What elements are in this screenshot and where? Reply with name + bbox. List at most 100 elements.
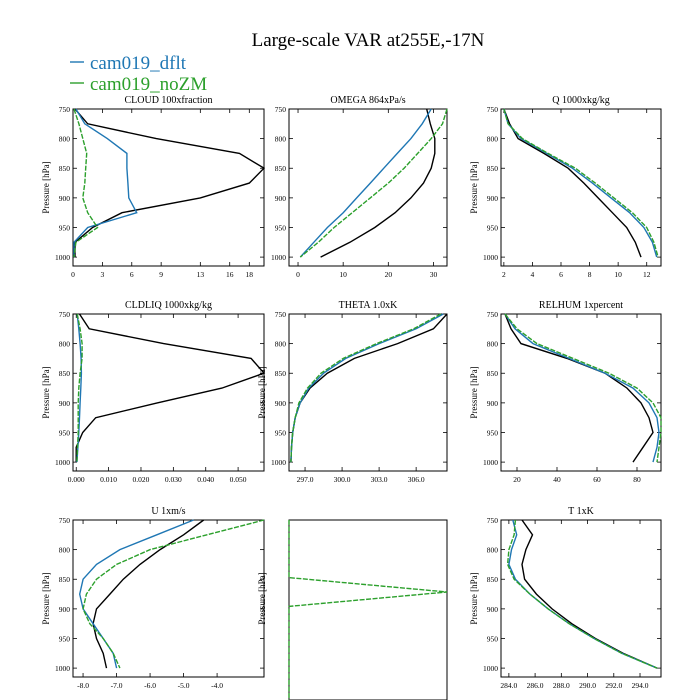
y-axis-label: Pressure [hPa] <box>41 366 51 418</box>
panel-3: Q 1000xkg/kg Pressure [hPa] 750 800 850 900 95… <box>469 95 662 279</box>
y-tick-label: 850 <box>487 575 499 584</box>
x-tick-label: 10 <box>339 270 347 279</box>
panel-5: THETA 1.0xK Pressure [hPa] 750 800 850 900 950… <box>257 300 448 484</box>
y-tick-label: 800 <box>487 546 499 555</box>
y-tick-label: 1000 <box>271 458 286 467</box>
series-line-1 <box>521 519 658 669</box>
x-tick-label: 6 <box>130 270 134 279</box>
y-tick-label: 900 <box>487 399 499 408</box>
plot-frame <box>500 108 662 267</box>
y-tick-label: 900 <box>275 399 287 408</box>
x-tick-label: 6 <box>559 270 563 279</box>
series-line-3 <box>76 313 83 463</box>
y-axis-label: Pressure [hPa] <box>469 366 479 418</box>
legend-label-nozm: cam019_noZM <box>90 74 207 95</box>
series-line-2 <box>504 313 660 463</box>
y-tick-label: 950 <box>487 223 499 232</box>
y-tick-label: 850 <box>59 369 71 378</box>
y-tick-label: 850 <box>487 369 499 378</box>
y-tick-label: 900 <box>487 605 499 614</box>
y-tick-label: 1000 <box>55 664 70 673</box>
series-line-3 <box>290 313 442 463</box>
y-tick-label: 750 <box>275 105 287 114</box>
panel-title: RELHUM 1xpercent <box>539 300 623 311</box>
y-tick-label: 800 <box>59 546 71 555</box>
series-line-1 <box>288 520 448 700</box>
series-line-1 <box>74 108 266 258</box>
panel-2: OMEGA 864xPa/s 750 800 850 900 950 1000 0 10 20 30 <box>271 95 448 279</box>
y-tick-label: 1000 <box>55 253 70 262</box>
y-tick-label: 1000 <box>55 458 70 467</box>
x-tick-label: 20 <box>513 475 521 484</box>
y-tick-label: 850 <box>275 369 287 378</box>
series-line-3 <box>506 519 658 669</box>
x-tick-label: 40 <box>553 475 561 484</box>
y-tick-label: 750 <box>487 105 499 114</box>
panel-8: Pressure [hPa] <box>257 519 448 700</box>
y-tick-label: 950 <box>59 223 71 232</box>
plot-frame <box>72 519 265 678</box>
x-tick-label: 0.020 <box>133 475 150 484</box>
series-line-2 <box>508 519 658 669</box>
series-line-3 <box>73 108 99 258</box>
legend: cam019_dflt cam019_noZM <box>70 53 207 95</box>
x-tick-label: 288.0 <box>553 681 570 690</box>
x-tick-label: 0.040 <box>197 475 214 484</box>
y-tick-label: 950 <box>59 634 71 643</box>
plot-frame <box>500 313 662 472</box>
x-tick-label: 300.0 <box>334 475 351 484</box>
series-line-3 <box>299 108 448 258</box>
x-tick-label: 284.0 <box>500 681 517 690</box>
x-tick-label: 16 <box>226 270 234 279</box>
series-line-1 <box>504 313 654 463</box>
x-tick-label: 0 <box>71 270 75 279</box>
y-tick-label: 850 <box>487 164 499 173</box>
series-line-1 <box>92 519 205 669</box>
x-tick-label: -8.0 <box>77 681 89 690</box>
panel-7: U 1xm/s Pressure [hPa] 750 800 850 900 950 1000… <box>41 506 265 690</box>
panel-title: CLOUD 100xfraction <box>124 95 212 106</box>
x-tick-label: 10 <box>614 270 622 279</box>
y-tick-label: 800 <box>487 340 499 349</box>
x-tick-label: 294.0 <box>632 681 649 690</box>
x-tick-label: -5.0 <box>178 681 190 690</box>
series-line-2 <box>290 313 444 463</box>
legend-label-dflt: cam019_dflt <box>90 53 187 74</box>
series-line-1 <box>503 108 642 258</box>
plot-frame <box>72 108 265 267</box>
y-axis-label: Pressure [hPa] <box>257 366 267 418</box>
y-tick-label: 900 <box>59 605 71 614</box>
y-tick-label: 800 <box>59 135 71 144</box>
x-tick-label: -6.0 <box>144 681 156 690</box>
x-tick-label: 292.0 <box>605 681 622 690</box>
series-line-3 <box>503 108 659 258</box>
y-tick-label: 900 <box>59 194 71 203</box>
x-tick-label: 80 <box>633 475 641 484</box>
x-tick-label: 286.0 <box>527 681 544 690</box>
x-tick-label: 30 <box>430 270 438 279</box>
series-line-1 <box>75 313 266 463</box>
series-line-1 <box>320 108 436 258</box>
series-line-2 <box>299 108 432 258</box>
panel-title: OMEGA 864xPa/s <box>330 95 405 106</box>
y-tick-label: 850 <box>59 164 71 173</box>
y-axis-label: Pressure [hPa] <box>257 572 267 624</box>
y-tick-label: 750 <box>275 310 287 319</box>
x-tick-label: 290.0 <box>579 681 596 690</box>
y-tick-label: 900 <box>487 194 499 203</box>
series-line-2 <box>78 519 194 669</box>
y-tick-label: 850 <box>275 164 287 173</box>
y-axis-label: Pressure [hPa] <box>469 572 479 624</box>
y-tick-label: 750 <box>487 516 499 525</box>
y-tick-label: 750 <box>59 105 71 114</box>
x-tick-label: 0.050 <box>230 475 247 484</box>
x-tick-label: 306.0 <box>408 475 425 484</box>
y-tick-label: 750 <box>59 310 71 319</box>
x-tick-label: 20 <box>385 270 393 279</box>
x-tick-label: 18 <box>246 270 254 279</box>
series-line-2 <box>503 108 658 258</box>
x-tick-label: 2 <box>502 270 506 279</box>
x-tick-label: -7.0 <box>111 681 123 690</box>
